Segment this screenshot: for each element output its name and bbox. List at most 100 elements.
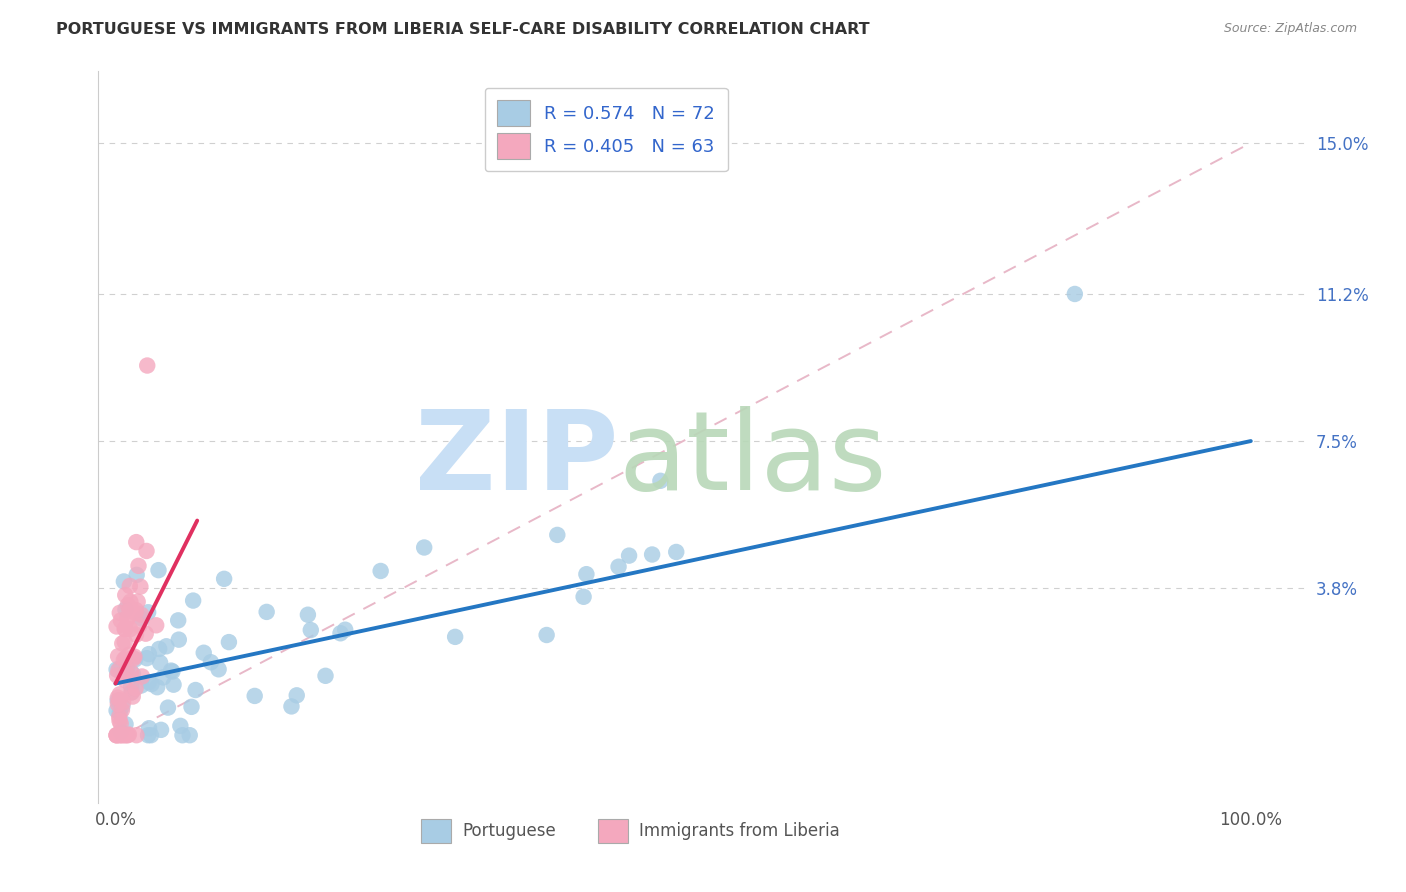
Point [108,728,131,742]
Point [108,710,131,724]
Point [617,549,640,563]
Point [138,675,160,690]
Point [665,545,688,559]
Point [167,613,190,627]
Point [148,563,170,577]
Point [112,728,135,742]
Point [105,619,128,633]
Point [118,727,141,741]
Point [299,623,322,637]
Point [256,605,278,619]
Point [112,574,135,589]
Point [160,664,183,678]
Point [125,603,148,617]
Point [148,641,170,656]
Text: PORTUGUESE VS IMMIGRANTS FROM LIBERIA SELF-CARE DISABILITY CORRELATION CHART: PORTUGUESE VS IMMIGRANTS FROM LIBERIA SE… [56,22,870,37]
Point [546,528,568,542]
Point [149,656,172,670]
Point [114,588,136,602]
Point [181,593,204,607]
Point [110,614,132,628]
Point [128,618,150,632]
Point [136,728,159,742]
Point [107,663,129,677]
Point [180,699,202,714]
Text: atlas: atlas [619,406,887,513]
Point [141,677,163,691]
Point [105,668,128,682]
Point [117,728,139,742]
Point [114,635,136,649]
Point [111,695,134,709]
Point [135,544,157,558]
Point [108,606,131,620]
Point [105,728,128,742]
Point [120,665,142,680]
Point [107,693,129,707]
Point [110,728,132,742]
Point [335,623,357,637]
Point [169,719,191,733]
Point [243,689,266,703]
Point [129,678,152,692]
Point [138,721,160,735]
Point [131,607,153,622]
Point [120,595,142,609]
Point [114,717,136,731]
Point [122,667,145,681]
Point [110,724,132,739]
Point [193,646,215,660]
Point [111,703,134,717]
Point [572,590,595,604]
Point [111,699,134,714]
Point [131,669,153,683]
Point [108,662,131,676]
Legend: Portuguese, Immigrants from Liberia: Portuguese, Immigrants from Liberia [413,813,846,849]
Point [105,728,128,742]
Point [218,635,240,649]
Point [115,665,138,680]
Point [118,579,141,593]
Point [125,628,148,642]
Point [122,651,145,665]
Point [370,564,392,578]
Point [124,681,146,696]
Point [136,359,159,373]
Point [107,697,129,711]
Point [129,580,152,594]
Text: Source: ZipAtlas.com: Source: ZipAtlas.com [1223,22,1357,36]
Point [120,622,142,636]
Point [131,611,153,625]
Point [329,626,352,640]
Point [156,700,179,714]
Point [124,606,146,620]
Point [114,622,136,636]
Point [128,558,150,573]
Point [138,647,160,661]
Point [200,655,222,669]
Point [114,602,136,616]
Point [115,661,138,675]
Point [111,636,134,650]
Point [105,663,128,677]
Point [135,651,157,665]
Point [111,728,134,742]
Point [167,632,190,647]
Point [150,723,173,737]
Point [650,474,672,488]
Point [162,678,184,692]
Point [117,598,139,612]
Point [117,611,139,625]
Point [1063,287,1085,301]
Point [207,662,229,676]
Point [536,628,558,642]
Point [607,559,630,574]
Point [115,728,138,742]
Point [145,618,167,632]
Point [280,699,302,714]
Point [179,728,201,742]
Point [152,670,174,684]
Point [444,630,467,644]
Text: ZIP: ZIP [415,406,619,513]
Point [139,728,162,742]
